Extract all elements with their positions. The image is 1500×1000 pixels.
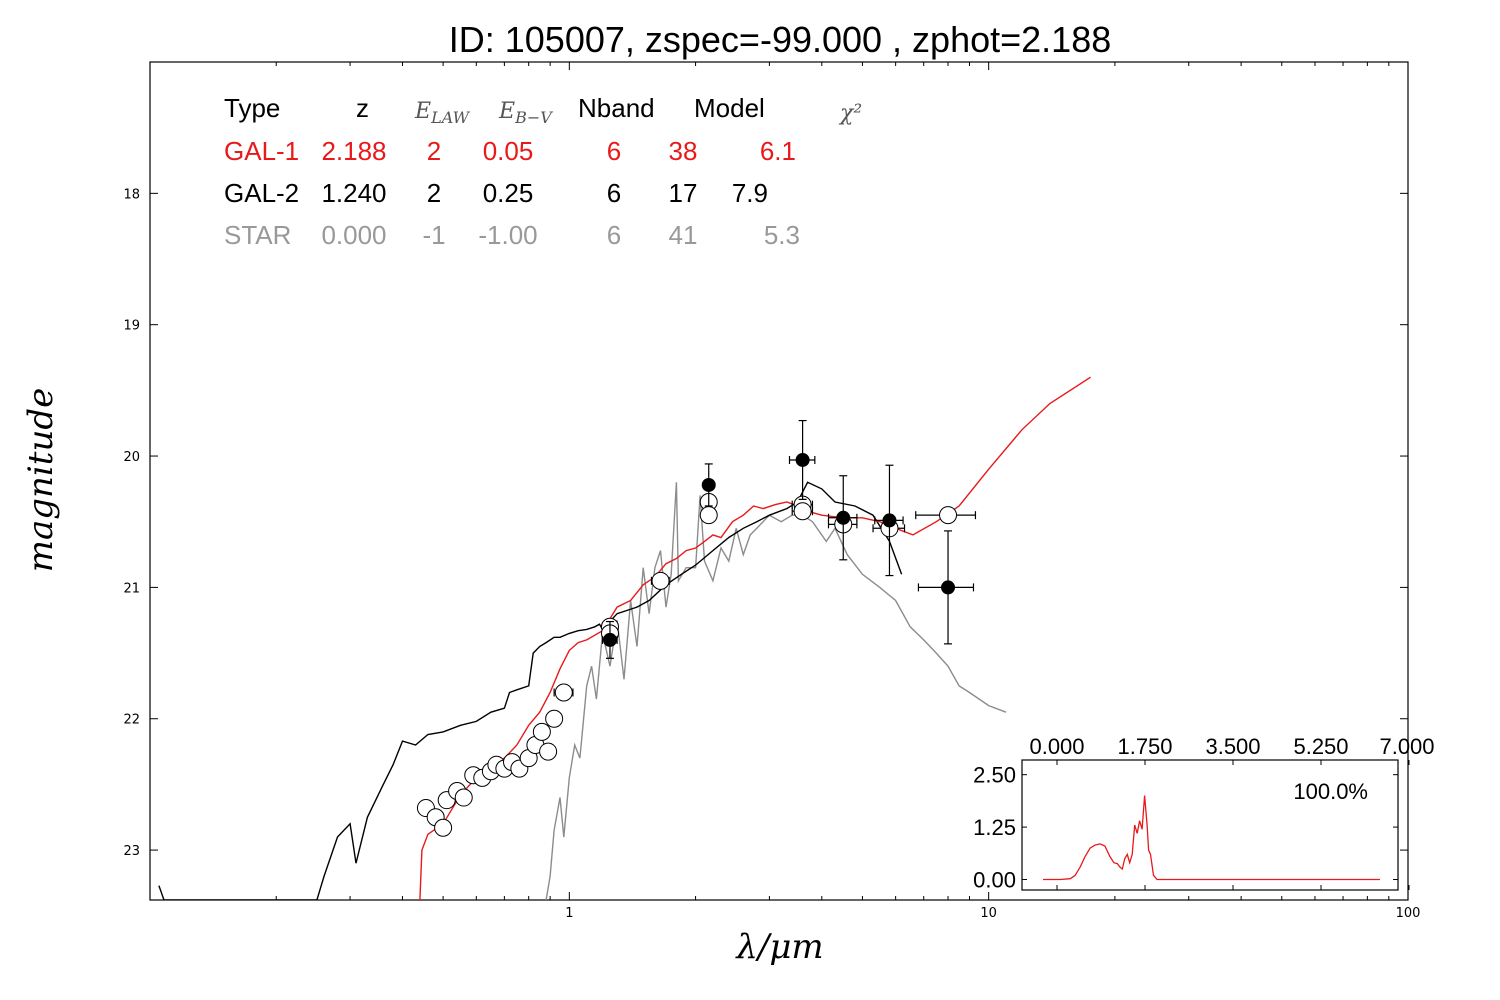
model-magnitude-point	[699, 506, 718, 525]
inset-y-tick-label: 2.50	[973, 763, 1016, 788]
plot-frame	[149, 61, 1409, 901]
model-magnitude-point	[434, 818, 453, 837]
series-line-gal-2	[158, 481, 903, 900]
table-cell-ebv: 0.25	[483, 178, 534, 208]
table-cell-z: 0.000	[321, 220, 386, 250]
y-tick-label: 18	[123, 187, 140, 202]
table-cell-z: 2.188	[321, 136, 386, 166]
fit-table: Type z ELAW EB−V Nband Model χ² GAL-1 2.1…	[224, 93, 862, 250]
table-cell-nband: 6	[607, 178, 621, 208]
table-cell-ebv: 0.05	[483, 136, 534, 166]
x-tick-label: 10	[980, 906, 997, 921]
table-header-z: z	[356, 93, 369, 123]
y-tick-label: 20	[123, 450, 140, 465]
x-tick-label: 1	[565, 906, 573, 921]
model-magnitude-point	[545, 709, 564, 728]
table-cell-z: 1.240	[321, 178, 386, 208]
table-cell-nband: 6	[607, 220, 621, 250]
observed-magnitude-point	[836, 510, 851, 525]
table-cell-type: GAL-1	[224, 136, 299, 166]
model-magnitude-point	[939, 506, 958, 525]
table-cell-model: 38	[669, 136, 698, 166]
table-cell-chi2: 6.1	[760, 136, 796, 166]
model-magnitude-point	[532, 722, 551, 741]
table-header-chi2: χ²	[838, 101, 862, 126]
table-cell-elaw: 2	[427, 136, 441, 166]
observed-magnitude-point	[795, 452, 810, 467]
observed-magnitude-point	[941, 580, 956, 595]
inset-x-tick-label: 3.500	[1205, 734, 1260, 759]
table-cell-type: GAL-2	[224, 178, 299, 208]
inset-x-tick-label: 0.000	[1029, 734, 1084, 759]
x-axis-label: λ/μm	[734, 927, 823, 967]
table-header-nband: Nband	[578, 93, 655, 123]
inset-y-tick-label: 0.00	[973, 868, 1016, 893]
table-cell-elaw: -1	[422, 220, 445, 250]
series-line-star	[545, 482, 1007, 900]
table-cell-model: 41	[669, 220, 698, 250]
table-header-model: Model	[694, 93, 765, 123]
inset-x-tick-label: 5.250	[1293, 734, 1348, 759]
table-header-elaw: ELAW	[414, 99, 471, 127]
model-magnitude-point	[651, 571, 670, 590]
inset-frame	[1021, 759, 1399, 891]
model-magnitude-point	[454, 788, 473, 807]
table-cell-elaw: 2	[427, 178, 441, 208]
table-cell-type: STAR	[224, 220, 291, 250]
main-series	[158, 376, 1091, 900]
inset-x-tick-label: 7.000	[1379, 734, 1434, 759]
inset-pdf: 0.000 1.750 3.500 5.250 7.000 0.00 1.25 2.50 10…	[973, 734, 1434, 893]
y-tick-label: 23	[123, 844, 140, 859]
inset-y-tick-label: 1.25	[973, 815, 1016, 840]
table-header-ebv: EB−V	[498, 99, 553, 127]
table-cell-chi2: 7.9	[732, 178, 768, 208]
table-cell-nband: 6	[607, 136, 621, 166]
inset-probability-label: 100.0%	[1293, 779, 1368, 804]
observed-magnitude-point	[882, 513, 897, 528]
inset-pdf-line	[1043, 795, 1380, 881]
model-magnitude-point	[539, 742, 558, 761]
y-tick-label: 19	[123, 319, 140, 334]
observed-magnitude-point	[602, 632, 617, 647]
inset-x-tick-label: 1.750	[1117, 734, 1172, 759]
main-points	[416, 419, 977, 837]
x-tick-label: 100	[1396, 906, 1421, 921]
model-magnitude-point	[793, 502, 812, 521]
table-header-type: Type	[224, 93, 280, 123]
table-cell-chi2: 5.3	[764, 220, 800, 250]
table-cell-ebv: -1.00	[478, 220, 537, 250]
y-tick-label: 22	[123, 713, 140, 728]
table-cell-model: 17	[669, 178, 698, 208]
y-tick-label: 21	[123, 581, 140, 596]
observed-magnitude-point	[701, 477, 716, 492]
chart-title: ID: 105007, zspec=-99.000 , zphot=2.188	[449, 19, 1111, 60]
model-magnitude-point	[554, 683, 573, 702]
y-axis-label: magnitude	[21, 388, 61, 573]
